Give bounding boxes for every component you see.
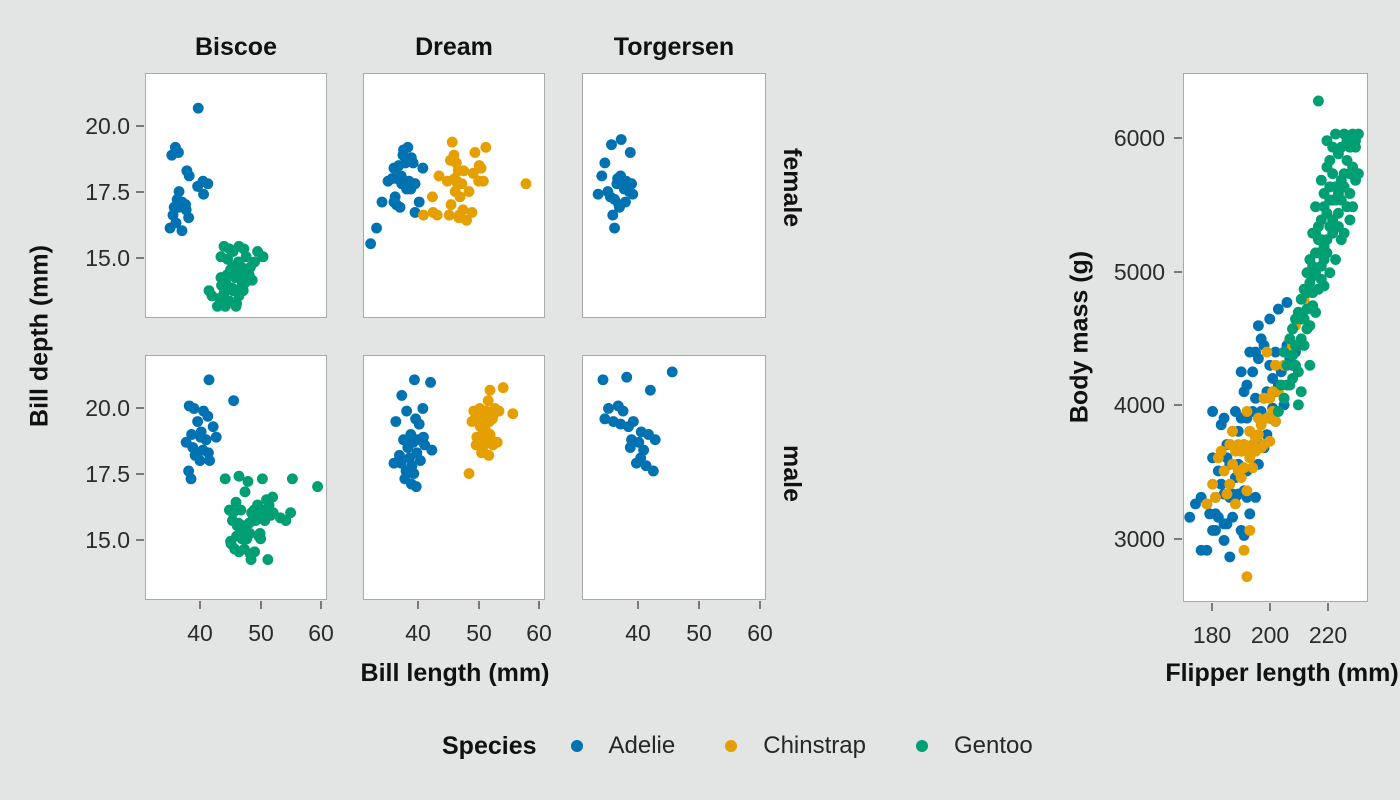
- facet-title-biscoe: Biscoe: [195, 33, 277, 61]
- panel-biscoe-male: [145, 355, 327, 600]
- x-tick-mark: [320, 601, 322, 609]
- x-tick-mark: [1327, 603, 1329, 611]
- x-tick-label: 40: [625, 620, 651, 646]
- facet-title-dream: Dream: [415, 33, 493, 61]
- strip-label-female: female: [778, 148, 806, 228]
- legend-item-chinstrap: Chinstrap: [725, 732, 866, 760]
- scatter-dream-male: [388, 374, 519, 493]
- x-tick-mark: [1269, 603, 1271, 611]
- body-mass-axis-label: Body mass (g): [1065, 250, 1094, 424]
- x-tick-label: 220: [1308, 622, 1348, 648]
- panel-dream-female: [363, 73, 545, 318]
- y-tick-mark: [1174, 137, 1182, 139]
- x-tick-label: 60: [747, 620, 773, 646]
- y-tick-mark: [136, 539, 144, 541]
- x-tick-mark: [637, 601, 639, 609]
- x-tick-label: 40: [405, 620, 431, 646]
- strip-label-male: male: [778, 445, 806, 502]
- x-tick-mark: [478, 601, 480, 609]
- legend-title: Species: [442, 731, 537, 760]
- y-tick-label: 17.5: [85, 461, 130, 487]
- y-tick-label: 20.0: [85, 113, 130, 139]
- scatter-dream-female: [365, 136, 532, 250]
- legend-item-adelie: Adelie: [570, 732, 676, 760]
- x-tick-label: 60: [308, 620, 334, 646]
- x-tick-label: 50: [466, 620, 492, 646]
- panel-biscoe-female: [145, 73, 327, 318]
- x-tick-mark: [698, 601, 700, 609]
- x-tick-label: 40: [187, 620, 213, 646]
- x-tick-mark: [538, 601, 540, 609]
- y-tick-mark: [136, 191, 144, 193]
- scatter-torgersen-male: [597, 366, 678, 477]
- y-tick-mark: [136, 407, 144, 409]
- x-tick-label: 60: [526, 620, 552, 646]
- x-tick-mark: [199, 601, 201, 609]
- bill-length-axis-label: Bill length (mm): [360, 659, 550, 687]
- x-tick-mark: [1211, 603, 1213, 611]
- y-tick-label: 17.5: [85, 179, 130, 205]
- scatter-torgersen-female: [592, 134, 639, 234]
- y-tick-label: 20.0: [85, 395, 130, 421]
- legend-label-gentoo: Gentoo: [953, 732, 1033, 759]
- panel-torgersen-female: [582, 73, 766, 318]
- scatter-biscoe-female: [164, 102, 269, 312]
- species-legend: Species Adelie Chinstrap Gentoo: [442, 729, 1083, 763]
- y-tick-mark: [136, 257, 144, 259]
- bill-depth-axis-label: Bill depth (mm): [25, 245, 54, 427]
- x-tick-mark: [260, 601, 262, 609]
- y-tick-mark: [1174, 271, 1182, 273]
- scatter-body-mass-flipper: [1184, 95, 1364, 583]
- y-tick-mark: [136, 125, 144, 127]
- panel-torgersen-male: [582, 355, 766, 600]
- y-tick-label: 3000: [1113, 526, 1165, 552]
- x-tick-label: 50: [248, 620, 274, 646]
- y-tick-label: 5000: [1113, 259, 1165, 285]
- y-tick-label: 4000: [1113, 392, 1165, 418]
- y-tick-label: 15.0: [85, 245, 130, 271]
- legend-label-chinstrap: Chinstrap: [763, 732, 866, 759]
- x-tick-label: 180: [1192, 622, 1232, 648]
- y-tick-label: 15.0: [85, 527, 130, 553]
- scatter-biscoe-male: [180, 374, 324, 566]
- flipper-length-axis-label: Flipper length (mm): [1165, 659, 1399, 687]
- y-tick-mark: [1174, 538, 1182, 540]
- y-tick-label: 6000: [1113, 125, 1165, 151]
- adelie-dot-icon: [570, 740, 583, 752]
- panel-dream-male: [363, 355, 545, 600]
- legend-item-gentoo: Gentoo: [915, 732, 1033, 760]
- x-tick-label: 200: [1250, 622, 1290, 648]
- facet-title-torgersen: Torgersen: [613, 33, 735, 61]
- chinstrap-dot-icon: [725, 740, 738, 752]
- x-tick-mark: [759, 601, 761, 609]
- y-tick-mark: [1174, 404, 1182, 406]
- gentoo-dot-icon: [915, 740, 928, 752]
- legend-label-adelie: Adelie: [608, 732, 676, 759]
- panel-body-mass: [1183, 73, 1368, 602]
- x-tick-label: 50: [686, 620, 712, 646]
- x-tick-mark: [417, 601, 419, 609]
- y-tick-mark: [136, 473, 144, 475]
